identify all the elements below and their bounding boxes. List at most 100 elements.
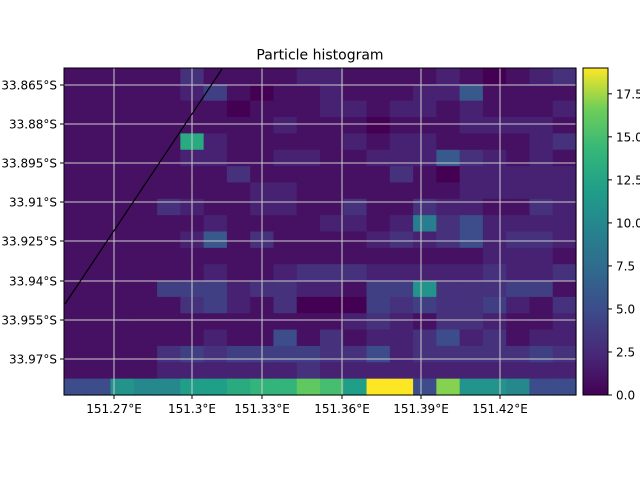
- heatmap-cell: [110, 84, 135, 102]
- heatmap-cell: [389, 378, 414, 396]
- heatmap-cell: [413, 296, 437, 314]
- heatmap-cell: [506, 362, 531, 380]
- heatmap-cell: [482, 149, 507, 167]
- heatmap-cell: [552, 198, 577, 216]
- heatmap-cell: [273, 378, 298, 396]
- heatmap-cell: [343, 149, 368, 167]
- heatmap-cell: [133, 117, 158, 134]
- heatmap-cell: [133, 133, 158, 151]
- heatmap-cell: [529, 100, 554, 118]
- heatmap-cell: [389, 329, 414, 347]
- heatmap-cell: [296, 133, 321, 151]
- heatmap-cell: [87, 215, 112, 233]
- heatmap-cell: [552, 117, 577, 134]
- heatmap-cell: [482, 215, 507, 233]
- heatmap-cell: [273, 100, 298, 118]
- heatmap-cell: [366, 296, 391, 314]
- heatmap-cell: [506, 68, 531, 85]
- heatmap-cell: [296, 264, 321, 282]
- heatmap-cell: [436, 198, 461, 216]
- heatmap-cell: [64, 117, 88, 134]
- heatmap-cell: [366, 231, 391, 249]
- heatmap-cell: [389, 264, 414, 282]
- heatmap-cell: [87, 182, 112, 200]
- heatmap-cell: [296, 345, 321, 363]
- heatmap-cell: [87, 296, 112, 314]
- colorbar-ticks: 0.0 2.5 5.0 7.5 10.0 12.5 15.0 17.5: [608, 87, 640, 403]
- heatmap-cell: [296, 149, 321, 167]
- heatmap-cell: [366, 378, 391, 396]
- heatmap-cell: [226, 313, 251, 331]
- heatmap-cell: [320, 84, 344, 102]
- heatmap-cell: [413, 329, 437, 347]
- heatmap-cell: [459, 378, 484, 396]
- heatmap-cell: [110, 68, 135, 85]
- heatmap-cell: [506, 117, 531, 134]
- heatmap-cell: [552, 378, 577, 396]
- heatmap-cell: [506, 247, 531, 265]
- heatmap-cell: [226, 68, 251, 85]
- x-axis: 151.27°E 151.3°E 151.33°E 151.36°E 151.39°E 1…: [86, 395, 528, 416]
- heatmap-cell: [552, 215, 577, 233]
- heatmap-cell: [413, 247, 437, 265]
- heatmap-cell: [482, 231, 507, 249]
- heatmap-cell: [436, 247, 461, 265]
- heatmap-cell: [203, 280, 228, 298]
- heatmap-cell: [506, 345, 531, 363]
- heatmap-cell: [552, 247, 577, 265]
- heatmap-cell: [506, 149, 531, 167]
- colorbar-tick-label: 0.0: [616, 389, 635, 403]
- x-tick-label: 151.36°E: [314, 402, 370, 416]
- heatmap-cell: [296, 296, 321, 314]
- heatmap-cell: [157, 166, 181, 184]
- heatmap-cell: [436, 117, 461, 134]
- heatmap-cell: [157, 362, 181, 380]
- heatmap-cell: [157, 117, 181, 134]
- heatmap-cell: [87, 100, 112, 118]
- heatmap-cell: [203, 296, 228, 314]
- heatmap-cell: [389, 362, 414, 380]
- heatmap-cell: [226, 296, 251, 314]
- heatmap-cell: [389, 117, 414, 134]
- heatmap-cell: [273, 166, 298, 184]
- heatmap-cell: [459, 84, 484, 102]
- heatmap-cell: [133, 231, 158, 249]
- heatmap-cell: [343, 68, 368, 85]
- heatmap-cell: [529, 84, 554, 102]
- colorbar-tick-label: 2.5: [616, 345, 635, 359]
- heatmap-cell: [413, 215, 437, 233]
- heatmap-cell: [133, 247, 158, 265]
- heatmap-cell: [226, 215, 251, 233]
- heatmap-cell: [413, 264, 437, 282]
- heatmap-cell: [157, 296, 181, 314]
- heatmap-cell: [87, 133, 112, 151]
- heatmap-cell: [506, 133, 531, 151]
- heatmap-cell: [459, 247, 484, 265]
- heatmap-cell: [413, 313, 437, 331]
- heatmap-cell: [482, 133, 507, 151]
- heatmap-cell: [203, 182, 228, 200]
- heatmap-cell: [366, 215, 391, 233]
- heatmap-cell: [226, 329, 251, 347]
- heatmap-cell: [296, 329, 321, 347]
- heatmap-cell: [320, 313, 344, 331]
- heatmap-cell: [296, 100, 321, 118]
- heatmap-cell: [226, 378, 251, 396]
- heatmap-cell: [110, 296, 135, 314]
- heatmap-cell: [529, 247, 554, 265]
- heatmap-cell: [552, 296, 577, 314]
- heatmap-cell: [87, 329, 112, 347]
- heatmap-cell: [64, 296, 88, 314]
- heatmap-cell: [203, 378, 228, 396]
- heatmap-cell: [413, 198, 437, 216]
- x-tick-label: 151.42°E: [472, 402, 528, 416]
- heatmap-cell: [320, 296, 344, 314]
- heatmap-cell: [110, 280, 135, 298]
- heatmap-cell: [133, 280, 158, 298]
- heatmap-cell: [436, 296, 461, 314]
- heatmap-cell: [482, 68, 507, 85]
- heatmap-cell: [366, 133, 391, 151]
- heatmap-cell: [320, 133, 344, 151]
- heatmap-cell: [482, 329, 507, 347]
